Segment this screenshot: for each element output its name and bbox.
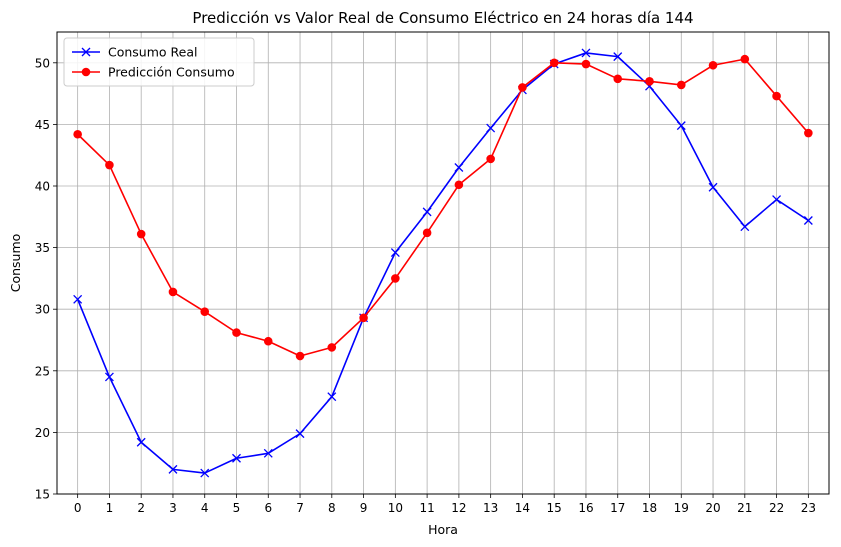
x-tick-label: 0 (74, 501, 82, 515)
data-point (263, 336, 273, 346)
data-point (645, 76, 654, 86)
data-point (613, 52, 623, 62)
legend-entry: Predicción Consumo (72, 65, 235, 80)
x-tick-label: 14 (515, 501, 530, 515)
data-point (581, 48, 591, 58)
x-tick-label: 20 (705, 501, 720, 515)
y-tick-label: 20 (35, 426, 50, 440)
x-tick-label: 8 (328, 501, 336, 515)
x-tick-label: 23 (801, 501, 816, 515)
data-point (136, 229, 146, 239)
data-point (200, 468, 210, 478)
data-point (422, 228, 432, 238)
y-axis: 15 20 25 30 35 40 45 50 (35, 56, 57, 502)
data-point (263, 448, 273, 458)
data-point (740, 222, 750, 232)
data-point (549, 58, 559, 68)
data-point (104, 372, 114, 382)
x-tick-label: 10 (388, 501, 403, 515)
data-point (105, 160, 114, 170)
x-tick-label: 17 (610, 501, 625, 515)
legend-box (63, 37, 255, 87)
series-layer (73, 48, 813, 478)
x-axis: 0 1 2 3 4 5 6 7 8 9 10 11 12 13 14 15 16 17 18 19 20 21 22 23 (74, 494, 816, 515)
grid-lines (57, 32, 829, 495)
data-point (613, 74, 623, 84)
data-point (803, 216, 813, 225)
data-point (422, 207, 432, 217)
data-point (200, 307, 210, 316)
x-tick-label: 5 (233, 501, 241, 515)
x-tick-label: 2 (137, 501, 145, 515)
data-point (232, 328, 241, 337)
x-tick-label: 4 (201, 501, 209, 515)
plot-area (56, 31, 830, 495)
chart-title: Predicción vs Valor Real de Consumo Eléc… (192, 9, 693, 27)
data-point (327, 392, 337, 402)
data-point (232, 453, 241, 463)
data-point (486, 123, 496, 133)
legend-label: Predicción Consumo (108, 65, 235, 80)
data-point (391, 274, 400, 283)
y-tick-label: 25 (35, 364, 50, 378)
x-tick-label: 16 (578, 501, 593, 515)
series-line (77, 58, 809, 357)
x-tick-label: 21 (737, 501, 752, 515)
data-point (359, 313, 368, 323)
data-point (295, 429, 305, 439)
y-tick-label: 45 (35, 118, 50, 132)
data-point (676, 80, 686, 90)
x-tick-label: 22 (769, 501, 784, 515)
y-tick-label: 30 (35, 303, 50, 317)
y-tick-label: 15 (35, 488, 50, 502)
data-point (454, 180, 464, 190)
data-point (327, 343, 337, 352)
x-tick-label: 13 (483, 501, 498, 515)
data-point (168, 464, 178, 474)
x-tick-label: 7 (296, 501, 304, 515)
legend: Consumo Real Predicción Consumo (63, 37, 255, 87)
y-axis-label: Consumo (8, 234, 23, 293)
x-tick-label: 11 (419, 501, 434, 515)
legend-swatch-marker (81, 47, 91, 57)
data-point (740, 54, 750, 64)
x-tick-label: 1 (106, 501, 114, 515)
data-point (73, 129, 82, 139)
legend-entry: Consumo Real (72, 45, 197, 60)
series-2 (73, 54, 813, 361)
y-tick-label: 50 (35, 56, 50, 70)
data-point (136, 437, 146, 447)
data-point (581, 59, 591, 69)
series-line (76, 52, 809, 474)
data-point (295, 351, 305, 361)
data-point (772, 195, 782, 205)
x-tick-label: 12 (451, 501, 466, 515)
data-point (518, 83, 527, 92)
legend-swatch-marker (81, 67, 91, 77)
data-point (708, 182, 718, 192)
x-tick-label: 6 (264, 501, 272, 515)
y-tick-label: 35 (35, 241, 50, 255)
data-point (804, 128, 813, 138)
data-point (486, 154, 495, 164)
data-point (168, 287, 178, 297)
x-tick-label: 15 (547, 501, 562, 515)
x-tick-label: 3 (169, 501, 177, 515)
x-tick-label: 19 (674, 501, 689, 515)
data-point (708, 60, 718, 70)
x-axis-label: Hora (428, 522, 458, 537)
data-point (772, 91, 781, 101)
x-tick-label: 9 (360, 501, 368, 515)
data-point (73, 294, 83, 304)
data-point (390, 248, 400, 257)
y-tick-label: 40 (35, 180, 50, 194)
x-tick-label: 18 (642, 501, 657, 515)
legend-label: Consumo Real (108, 45, 197, 60)
data-point (454, 163, 464, 172)
data-point (676, 121, 686, 131)
